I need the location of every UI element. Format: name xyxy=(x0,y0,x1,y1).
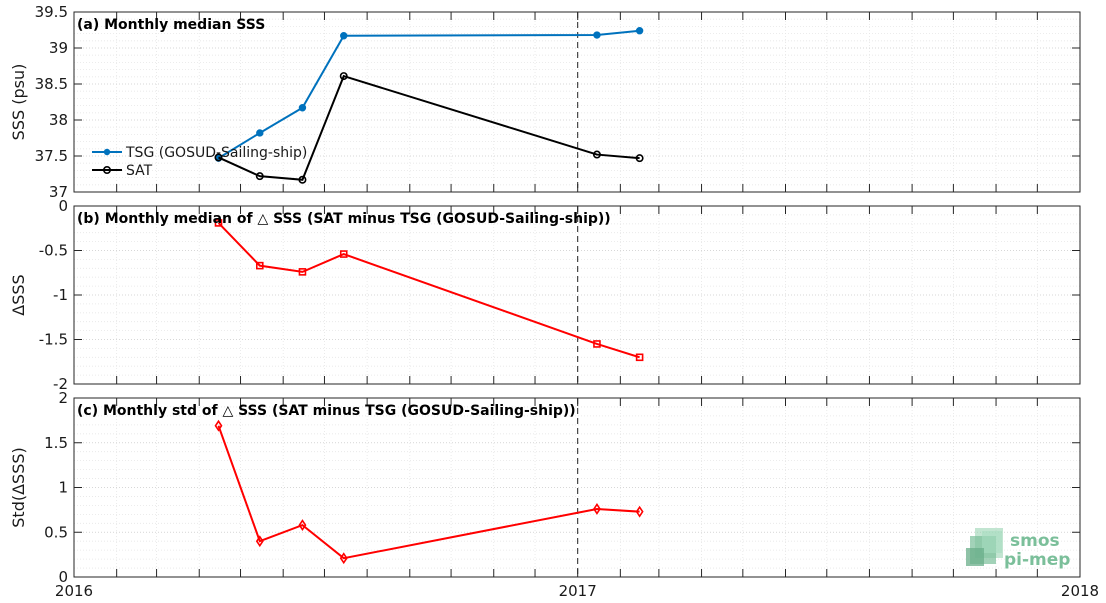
data-point xyxy=(214,419,223,432)
panel-title: (a) Monthly median SSS xyxy=(77,17,265,33)
data-point xyxy=(214,153,223,162)
y-tick-label: 37 xyxy=(49,183,68,201)
y-tick-label: 38.5 xyxy=(35,75,68,93)
data-point xyxy=(255,172,264,181)
y-axis-label: Std(ΔSSS) xyxy=(9,447,28,527)
y-tick-label: 0 xyxy=(58,197,68,215)
data-point xyxy=(592,150,601,159)
y-tick-label: -1 xyxy=(53,286,68,304)
y-tick-label: 1 xyxy=(58,479,68,497)
x-tick-label: 2018 xyxy=(1061,582,1099,600)
series-line xyxy=(218,74,640,181)
data-point xyxy=(255,535,264,548)
series-line xyxy=(217,425,640,560)
data-point xyxy=(256,129,264,137)
data-point xyxy=(339,72,348,81)
data-point xyxy=(298,104,307,112)
plot-area xyxy=(74,12,1080,192)
series-line xyxy=(217,29,640,160)
series-0 xyxy=(214,219,644,362)
legend-label: SAT xyxy=(126,163,153,179)
plot-area xyxy=(74,206,1080,384)
y-tick-label: 39 xyxy=(49,39,68,57)
legend-label: TSG (GOSUD-Sailing-ship) xyxy=(125,145,307,161)
panel-c-monthly-std-delta-sss: 0 0.5 1 1.5 2 2016 2017 2018 Std(ΔSSS) (c) Monthl… xyxy=(9,389,1099,600)
x-tick-label: 2017 xyxy=(559,582,597,600)
data-point xyxy=(340,32,348,40)
series-0 xyxy=(214,27,644,162)
panel-title: (c) Monthly std of △ SSS (SAT minus TSG … xyxy=(77,403,576,419)
data-point xyxy=(339,552,348,565)
data-point xyxy=(635,154,644,163)
data-point xyxy=(214,219,223,227)
series-0 xyxy=(214,419,644,565)
series-1 xyxy=(214,72,644,184)
legend-swatch-marker xyxy=(103,148,111,156)
data-point xyxy=(635,353,644,362)
data-point xyxy=(635,27,644,35)
series-line xyxy=(217,222,640,359)
data-point xyxy=(298,175,307,184)
y-tick-label: -1.5 xyxy=(39,331,68,349)
smos-pi-mep-logo: smos pi-mep xyxy=(966,528,1070,570)
y-tick-label: -0.5 xyxy=(39,242,68,260)
y-axis-label: SSS (psu) xyxy=(9,64,28,141)
data-point xyxy=(298,268,307,276)
smos-logo-icon xyxy=(966,528,1003,566)
y-tick-label: 0.5 xyxy=(44,523,68,541)
panel-a-monthly-median-sss: 37 37.5 38 38.5 39 39.5 SSS (psu) (a) Monthly m… xyxy=(9,3,1081,201)
panel-title: (b) Monthly median of △ SSS (SAT minus T… xyxy=(77,211,611,227)
data-point xyxy=(298,519,307,532)
logo-text-line1: smos xyxy=(1010,531,1060,551)
y-tick-label: -2 xyxy=(53,375,68,393)
data-point xyxy=(593,340,601,348)
y-tick-label: 39.5 xyxy=(35,3,68,21)
y-tick-label: 38 xyxy=(49,111,68,129)
data-point xyxy=(339,250,348,258)
y-axis-label: ΔSSS xyxy=(9,274,28,315)
data-point xyxy=(255,261,264,270)
y-tick-label: 37.5 xyxy=(35,147,68,165)
y-tick-label: 1.5 xyxy=(44,434,68,452)
legend: TSG (GOSUD-Sailing-ship) SAT xyxy=(92,145,307,179)
x-tick-label: 2016 xyxy=(55,582,93,600)
y-tick-label: 2 xyxy=(58,389,68,407)
logo-text-line2: pi-mep xyxy=(1004,550,1070,570)
axes-box xyxy=(73,11,1081,193)
legend-swatch-marker xyxy=(103,166,112,175)
panel-b-monthly-median-delta-sss: -2 -1.5 -1 -0.5 0 ΔSSS (b) Monthly median of △… xyxy=(9,197,1081,393)
plot-area xyxy=(74,398,1080,577)
data-point xyxy=(592,503,601,515)
data-point xyxy=(593,31,601,39)
y-tick-label: 0 xyxy=(58,568,68,586)
data-point xyxy=(635,505,644,518)
